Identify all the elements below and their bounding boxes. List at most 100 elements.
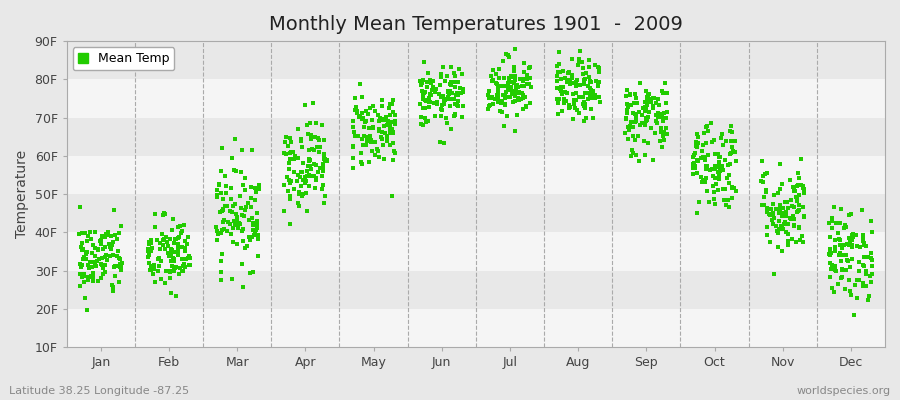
Point <box>706 188 721 195</box>
Point <box>282 166 296 172</box>
Point <box>823 260 837 267</box>
Point <box>142 252 157 259</box>
Point <box>428 85 443 92</box>
Point <box>780 238 795 244</box>
Point <box>837 242 851 249</box>
Point <box>229 136 243 142</box>
Point <box>499 88 513 95</box>
Point <box>842 288 857 294</box>
Point <box>165 289 179 296</box>
Point <box>385 100 400 107</box>
Point <box>581 64 596 70</box>
Point <box>421 104 436 110</box>
Point <box>235 212 249 219</box>
Point <box>443 102 457 109</box>
Point <box>845 237 859 243</box>
Point <box>223 230 238 237</box>
Point <box>629 152 643 158</box>
Point <box>491 90 506 96</box>
Point <box>576 118 590 124</box>
Point <box>436 64 450 70</box>
Point <box>637 98 652 105</box>
Point <box>80 233 94 240</box>
Point <box>372 118 386 124</box>
Point <box>839 224 853 230</box>
Point <box>250 220 265 227</box>
Point <box>98 262 112 268</box>
Point <box>313 164 328 171</box>
Point <box>414 114 428 120</box>
Point <box>89 263 104 270</box>
Point <box>217 217 231 224</box>
Point <box>444 78 458 85</box>
Point <box>586 114 600 121</box>
Point <box>570 76 584 83</box>
Point <box>555 108 570 114</box>
Point <box>346 144 361 150</box>
Point <box>823 246 837 252</box>
Point <box>618 130 633 136</box>
Point <box>238 204 253 210</box>
Point <box>864 218 878 224</box>
Point <box>363 133 377 139</box>
Point <box>446 96 461 102</box>
Point <box>844 256 859 262</box>
Point <box>97 254 112 260</box>
Point <box>833 206 848 212</box>
Point <box>686 171 700 178</box>
Point <box>447 101 462 107</box>
Point <box>98 244 112 250</box>
Point <box>766 201 780 207</box>
Point <box>619 109 634 116</box>
Point <box>660 130 674 137</box>
Point <box>235 228 249 234</box>
Point <box>440 96 454 102</box>
Point <box>570 106 584 113</box>
Point <box>790 198 805 204</box>
Point <box>220 203 234 209</box>
Point <box>698 163 713 170</box>
Point <box>105 252 120 258</box>
Point <box>760 209 774 216</box>
Point <box>105 283 120 290</box>
Point <box>848 282 862 288</box>
Point <box>865 271 879 278</box>
Point <box>795 233 809 239</box>
Point <box>516 106 530 112</box>
Point <box>210 228 224 234</box>
Point <box>792 225 806 231</box>
Point <box>445 90 459 96</box>
Point <box>152 263 166 269</box>
Point <box>317 151 331 158</box>
Point <box>660 90 674 96</box>
Point <box>719 137 733 144</box>
Point <box>238 175 253 182</box>
Point <box>421 94 436 101</box>
Point <box>792 192 806 198</box>
Point <box>574 59 589 65</box>
Point <box>438 77 453 84</box>
Point <box>853 244 868 250</box>
Point <box>554 76 568 82</box>
Point <box>778 198 792 205</box>
Point <box>94 261 109 268</box>
Point <box>361 158 375 165</box>
Point <box>441 89 455 96</box>
Point <box>554 91 569 97</box>
Point <box>443 96 457 102</box>
Point <box>156 242 170 248</box>
Point <box>551 100 565 106</box>
Text: worldspecies.org: worldspecies.org <box>796 386 891 396</box>
Point <box>562 102 576 109</box>
Point <box>842 264 857 270</box>
Point <box>292 189 306 195</box>
Point <box>284 178 299 184</box>
Bar <box>67 309 885 347</box>
Point <box>357 119 372 125</box>
Point <box>384 119 399 126</box>
Point <box>725 195 740 201</box>
Point <box>140 254 155 260</box>
Point <box>560 90 574 96</box>
Point <box>687 152 701 158</box>
Point <box>218 173 232 179</box>
